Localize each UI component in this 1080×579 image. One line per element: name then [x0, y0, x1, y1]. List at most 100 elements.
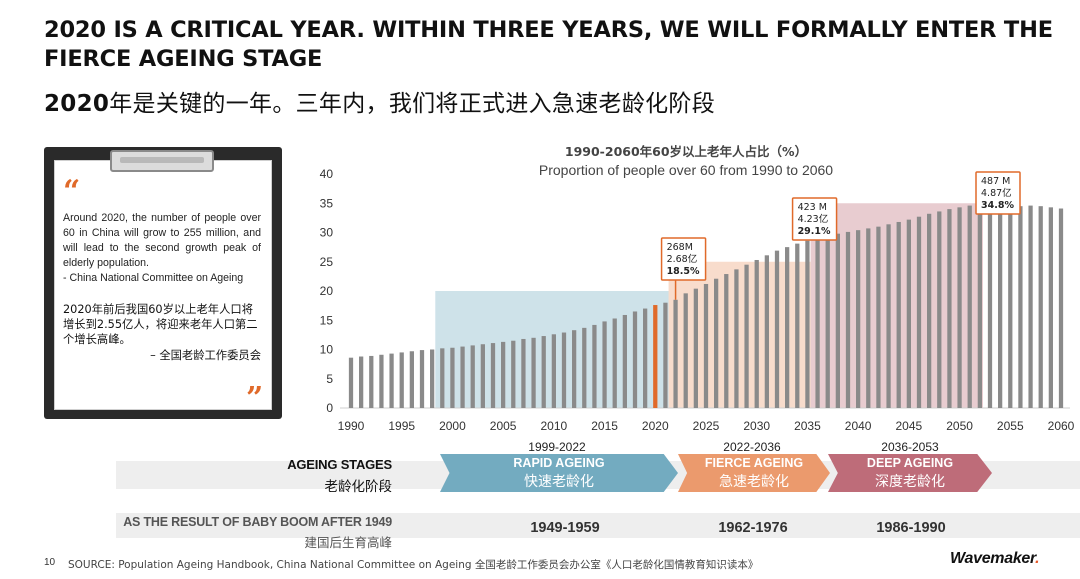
bar-2019 [643, 308, 648, 408]
bar-2051 [967, 205, 972, 408]
x-tick-label: 2055 [997, 419, 1024, 433]
bar-2046 [916, 216, 922, 408]
bar-2005 [501, 341, 506, 408]
bar-2020 [653, 305, 658, 408]
bar-1991 [359, 356, 364, 408]
baby-boom-year-1: 1949-1959 [530, 520, 600, 536]
bar-2018 [632, 311, 638, 408]
x-tick-label: 2005 [490, 419, 517, 433]
source-note: SOURCE: Population Ageing Handbook, Chin… [68, 559, 759, 571]
bar-2040 [856, 230, 861, 408]
y-tick-label: 5 [326, 372, 333, 386]
x-tick-label: 2030 [743, 419, 770, 433]
bar-2017 [622, 314, 627, 408]
bar-2043 [886, 224, 891, 408]
callout-line: 34.8% [981, 200, 1014, 211]
bar-2014 [592, 324, 597, 408]
baby-boom-label-zh: 建国后生育高峰 [304, 535, 392, 550]
callout-box [660, 237, 707, 281]
bar-2007 [521, 338, 526, 408]
bar-2038 [835, 233, 840, 408]
bar-2035 [805, 240, 810, 408]
brand-name: Wavemaker [950, 550, 1036, 567]
y-tick-label: 10 [320, 343, 334, 357]
bar-2002 [470, 345, 475, 408]
bar-1990 [348, 357, 354, 408]
bar-2027 [724, 274, 729, 408]
bar-2048 [937, 211, 942, 408]
bar-2028 [734, 269, 739, 408]
bar-2026 [714, 278, 719, 408]
bar-2009 [541, 336, 546, 408]
x-tick-label: 2015 [591, 419, 618, 433]
bar-2055 [1008, 206, 1013, 408]
x-tick-label: 2025 [693, 419, 720, 433]
y-tick-label: 20 [320, 284, 334, 298]
x-tick-label: 2040 [845, 419, 872, 433]
chart-title: 1990-2060年60岁以上老年人占比（%） [565, 144, 807, 159]
bar-1996 [409, 351, 414, 408]
page-title-zh-year: 2020 [44, 91, 110, 117]
bar-2052 [977, 204, 982, 408]
bar-2032 [774, 250, 780, 408]
stage-deep-en: DEEP AGEING [866, 456, 954, 470]
baby-boom-year-3: 1986-1990 [876, 520, 946, 536]
y-tick-label: 0 [326, 401, 333, 415]
quote-source-zh: – 全国老龄工作委员会 [150, 349, 261, 362]
bar-2012 [572, 330, 577, 408]
y-axis: 0 5 10 15 20 25 30 35 40 [320, 167, 334, 415]
x-tick-label: 2020 [642, 419, 669, 433]
baby-boom-label: AS THE RESULT OF BABY BOOM AFTER 1949 [123, 515, 392, 529]
bar-1997 [419, 350, 425, 408]
chart-subtitle: Proportion of people over 60 from 1990 t… [539, 162, 833, 178]
bar-2024 [693, 288, 698, 408]
callout-line: 29.1% [798, 226, 831, 237]
bar-2023 [683, 293, 688, 408]
bar-2006 [511, 340, 516, 408]
callout-line: 487 M [981, 176, 1010, 187]
x-tick-label: 2045 [896, 419, 923, 433]
bar-2022 [673, 299, 678, 408]
quote-open-icon: “ [63, 174, 81, 209]
stage-period-deep: 2036-2053 [881, 440, 939, 454]
stage-deep-ageing: DEEP AGEING 深度老龄化 [828, 454, 992, 492]
callout-box [791, 197, 838, 241]
bar-2037 [825, 235, 830, 408]
stage-fierce-ageing: FIERCE AGEING 急速老龄化 [678, 454, 830, 492]
bar-2034 [795, 243, 800, 408]
stage-rapid-zh: 快速老龄化 [524, 474, 594, 490]
y-tick-label: 15 [320, 313, 334, 327]
bar-2042 [876, 226, 881, 408]
quote-paper [54, 160, 272, 410]
callout-line: 18.5% [667, 266, 700, 277]
page-title-zh: 2020年是关键的一年。三年内，我们将正式进入急速老龄化阶段 [44, 84, 715, 118]
bar-2036 [815, 237, 820, 408]
bar-2010 [551, 334, 556, 408]
callout-line: 4.23亿 [798, 213, 829, 225]
bar-2003 [480, 344, 485, 408]
x-tick-label: 2060 [1048, 419, 1075, 433]
x-axis: 1990 1995 2000 2005 2010 2015 2020 2025 2030 2035… [338, 419, 1075, 433]
bar-2000 [450, 347, 455, 408]
bar-1992 [369, 355, 374, 408]
bar-2060 [1058, 208, 1064, 408]
x-tick-label: 1995 [388, 419, 415, 433]
bar-2011 [561, 332, 567, 408]
bars [348, 204, 1064, 408]
quote-source-en: - China National Committee on Ageing [63, 272, 244, 284]
bar-2039 [845, 231, 851, 408]
x-tick-label: 2000 [439, 419, 466, 433]
bar-2030 [754, 259, 759, 408]
bar-2013 [582, 327, 587, 408]
ageing-stages-label: AGEING STAGES [287, 457, 392, 472]
stage-rapid-en: RAPID AGEING [513, 456, 605, 470]
bar-2025 [703, 283, 709, 408]
bar-2001 [460, 346, 465, 408]
bar-1999 [440, 348, 445, 408]
callout-line: 2.68亿 [667, 253, 698, 265]
bar-1995 [399, 352, 404, 408]
y-tick-label: 25 [320, 255, 334, 269]
callout-box [975, 171, 1021, 215]
stage-fierce-zh: 急速老龄化 [719, 474, 789, 490]
